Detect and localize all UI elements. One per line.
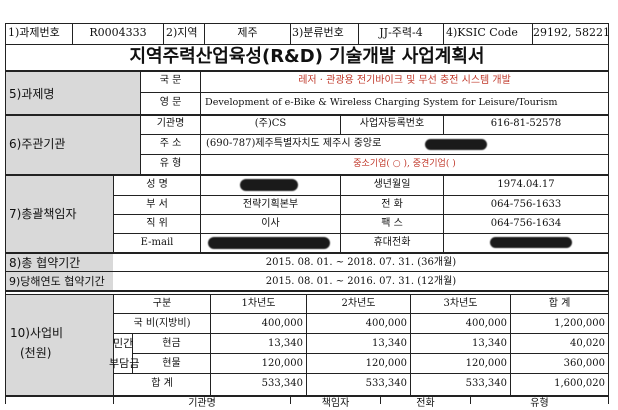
footer-org-label: 기관명 [188,398,216,409]
region-value: 제주 [237,26,258,39]
budget-cell: 40,020 [570,338,605,349]
budget-cell: 13,340 [372,338,407,349]
budget-label: 10)사업비 [10,326,64,340]
name-redaction [240,179,298,191]
english-label: 영 문 [159,97,182,108]
address-label: 주 소 [159,138,182,149]
footer-phone-label: 전화 [416,398,435,409]
shade-manager-label [5,176,113,252]
footer-manager-label: 책임자 [321,398,350,409]
budget-unit: (천원) [20,346,52,360]
category-value: JJ-주력-4 [379,26,423,39]
english-title: Development of e-Bike & Wireless Chargin… [205,97,558,108]
korean-label: 국 문 [159,75,182,86]
category-label: 3)분류번호 [292,26,344,39]
budget-row-national-label: 국 비(지방비) [133,318,191,329]
bizno-value: 616-81-52578 [490,118,562,129]
year-period-value: 2015. 08. 01. ~ 2016. 07. 31. (12개월) [265,276,457,287]
budget-cell: 400,000 [365,318,407,329]
fax-value: 064-756-1634 [490,218,562,229]
total-period-value: 2015. 08. 01. ~ 2018. 07. 31. (36개월) [265,257,457,268]
budget-row-cash-label: 현금 [162,338,181,349]
type-label: 유 형 [159,158,182,169]
type-value: 중소기업( ○ ), 중견기업( ) [353,159,456,169]
budget-cell: 1,200,000 [554,318,605,329]
budget-year2-header: 2차년도 [341,298,376,309]
budget-cell: 120,000 [365,358,407,369]
org-label: 기관명 [156,118,185,129]
email-redaction [208,237,330,249]
position-label: 직 위 [146,218,168,229]
manager-label: 7)총괄책임자 [9,207,77,221]
budget-cell: 120,000 [465,358,507,369]
email-label: E-mail [140,237,174,248]
budget-cell: 400,000 [465,318,507,329]
region-label: 2)지역 [166,26,198,39]
org-value: (주)CS [254,118,287,129]
shade-budget-label [5,295,113,395]
project-no-label: 1)과제번호 [8,26,60,39]
budget-cell: 400,000 [261,318,303,329]
shade-label-col [5,70,140,176]
budget-row-inkind-label: 현물 [162,358,181,369]
budget-cell: 13,340 [472,338,507,349]
phone-label: 전 화 [381,199,403,210]
document-title: 지역주력산업육성(R&D) 기술개발 사업계획서 [129,46,485,67]
year-period-label: 9)당해연도 협약기간 [9,275,105,288]
budget-year3-header: 3차년도 [443,298,478,309]
dept-value: 전략기획본부 [242,199,299,210]
host-label: 6)주관기관 [9,137,66,151]
project-no-value: R0004333 [89,26,147,39]
ksic-value: 29192, 58221 [533,26,610,39]
birth-label: 생년월일 [373,179,411,190]
budget-total-header: 합 계 [548,298,571,309]
ksic-label: 4)KSIC Code [446,26,518,39]
footer-type-label: 유형 [530,398,549,409]
budget-div-label: 구분 [152,298,172,309]
budget-cell: 13,340 [268,338,303,349]
address-value: (690-787)제주특별자치도 제주시 중앙로 [206,138,382,149]
birth-value: 1974.04.17 [497,179,555,190]
budget-cell: 533,340 [261,378,303,389]
burden-label: 부담금 [109,357,140,370]
dept-label: 부 서 [146,199,168,210]
mobile-label: 휴대전화 [373,237,411,248]
fax-label: 팩 스 [381,218,403,229]
total-period-label: 8)총 협약기간 [9,256,81,270]
project-name-label: 5)과제명 [9,87,55,101]
budget-cell: 120,000 [261,358,303,369]
address-redaction [425,139,487,150]
bizno-label: 사업자등록번호 [359,118,425,129]
budget-cell: 1,600,020 [554,378,605,389]
position-value: 이사 [261,218,280,229]
phone-value: 064-756-1633 [490,199,562,210]
budget-row-total-label: 합 계 [151,378,173,389]
korean-title: 레저 · 관광용 전기바이크 및 무선 충전 시스템 개발 [298,75,511,86]
private-label: 민간 [113,337,134,350]
budget-cell: 360,000 [563,358,605,369]
budget-cell: 533,340 [465,378,507,389]
mobile-redaction [490,237,572,248]
budget-year1-header: 1차년도 [241,298,276,309]
budget-cell: 533,340 [365,378,407,389]
name-label: 성 명 [146,179,168,190]
